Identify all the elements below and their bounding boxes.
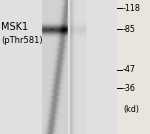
Text: -118: -118 (123, 3, 141, 13)
Text: (kd): (kd) (123, 105, 139, 114)
Text: -47: -47 (123, 65, 136, 74)
Text: -36: -36 (123, 84, 136, 93)
Text: MSK1: MSK1 (2, 22, 29, 32)
Text: -85: -85 (123, 25, 136, 34)
Text: (pThr581): (pThr581) (2, 36, 43, 45)
